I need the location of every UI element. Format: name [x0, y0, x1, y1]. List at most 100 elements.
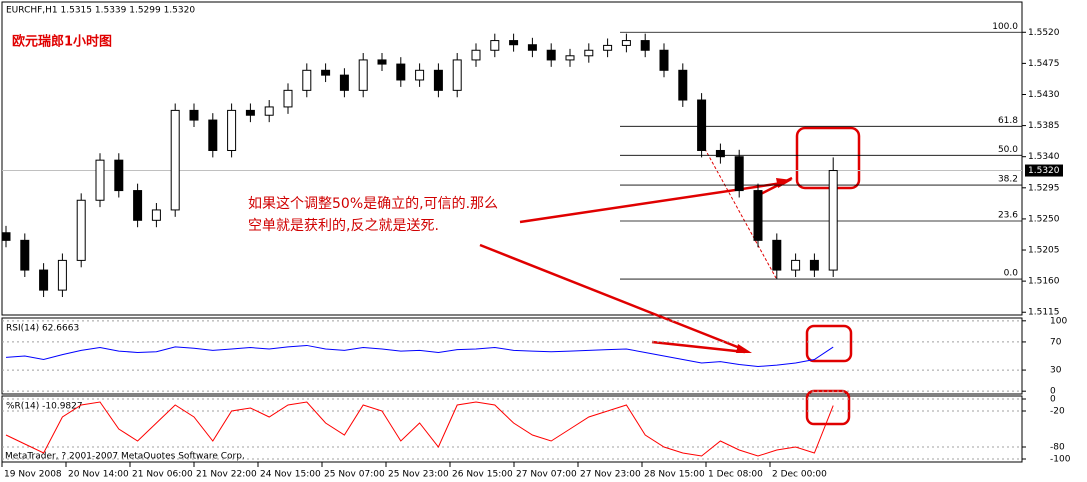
candle-body	[603, 44, 613, 51]
candle-body	[321, 69, 331, 76]
candle-body	[76, 199, 86, 261]
y-tick-label: -100	[1050, 455, 1071, 465]
candle-body	[809, 259, 819, 271]
candle-body	[527, 44, 537, 51]
x-tick-label: 28 Nov 15:00	[644, 470, 705, 480]
x-tick-label: 1 Dec 08:00	[708, 470, 763, 480]
candle-body	[415, 69, 425, 81]
candle-body	[227, 109, 237, 151]
candle-body	[95, 159, 105, 201]
candle-body	[452, 59, 462, 91]
candle-body	[471, 49, 481, 61]
candle-body	[753, 190, 763, 241]
highlight-box	[805, 324, 853, 363]
candle-body	[208, 119, 218, 151]
candle-body	[189, 109, 199, 121]
rsi-panel	[1, 317, 1023, 395]
y-tick-label: 1.5520	[1028, 28, 1060, 38]
y-tick-label: 0	[1050, 395, 1056, 405]
candle-body	[509, 40, 519, 46]
x-tick-label: 24 Nov 15:00	[260, 470, 321, 480]
candle-body	[734, 156, 744, 192]
candle-body	[377, 59, 387, 65]
y-tick-label: 1.5250	[1028, 214, 1060, 224]
wpr-title: %R(14) -10.9827	[6, 402, 83, 412]
fib-label: 38.2	[998, 175, 1018, 185]
y-tick-label: -20	[1050, 407, 1065, 417]
arrow	[479, 243, 746, 352]
y-tick-label: 1.5115	[1028, 308, 1060, 318]
arrow-heads	[736, 178, 792, 353]
rsi-title: RSI(14) 62.6663	[6, 324, 79, 334]
wpr-panel	[1, 395, 1023, 463]
y-tick-label: 1.5340	[1028, 152, 1060, 162]
chart-title: 欧元瑞郎1小时图	[12, 34, 112, 50]
price-panel	[1, 1, 1023, 316]
annotation: 如果这个调整50%是确立的,可信的.那么	[248, 195, 498, 212]
candle-body	[715, 149, 725, 158]
candle-body	[640, 40, 650, 51]
candle-body	[584, 49, 594, 57]
candle-body	[302, 69, 312, 91]
candle-body	[697, 99, 707, 151]
candle-body	[791, 259, 801, 271]
x-tick-label: 26 Nov 15:00	[452, 470, 513, 480]
fib-label: 23.6	[998, 210, 1018, 220]
fib-label: 100.0	[992, 22, 1018, 32]
candle-body	[39, 269, 49, 291]
y-tick-label: 1.5160	[1028, 277, 1060, 287]
candle-body	[828, 170, 838, 271]
candle-body	[659, 49, 669, 71]
candle-body	[1, 232, 11, 241]
x-tick-label: 27 Nov 07:00	[516, 470, 577, 480]
candle-body	[264, 106, 274, 116]
highlight-box	[795, 126, 861, 190]
candle-body	[57, 259, 67, 291]
y-tick-label: 1.5205	[1028, 246, 1060, 256]
fib-label: 0.0	[1004, 269, 1019, 279]
y-tick-label: 0	[1050, 387, 1056, 397]
x-tick-label: 2 Dec 00:00	[772, 470, 827, 480]
last-price-label: 1.5320	[1028, 166, 1060, 176]
y-tick-label: 30	[1050, 366, 1062, 376]
candle-body	[621, 40, 631, 46]
candle-body	[678, 69, 688, 101]
fib-label: 50.0	[998, 145, 1018, 155]
arrow-head	[776, 178, 792, 188]
x-tick-label: 27 Nov 23:00	[580, 470, 641, 480]
candle-body	[396, 63, 406, 81]
candle-body	[133, 190, 143, 221]
y-tick-label: -80	[1050, 443, 1065, 453]
footer: MetaTrader, ? 2001-2007 MetaQuotes Softw…	[5, 452, 245, 462]
candle-body	[151, 209, 161, 221]
arrow	[651, 340, 746, 354]
x-tick-label: 21 Nov 22:00	[196, 470, 257, 480]
y-tick-label: 1.5430	[1028, 90, 1060, 100]
candle-body	[114, 159, 124, 192]
candle-body	[433, 69, 443, 91]
x-tick-label: 25 Nov 23:00	[388, 470, 449, 480]
candle-body	[358, 59, 368, 91]
indicator-line	[5, 401, 834, 457]
last-price-box	[1025, 164, 1063, 177]
candle-body	[772, 239, 782, 271]
indicator-line	[5, 344, 834, 368]
y-tick-label: 1.5475	[1028, 59, 1060, 69]
y-tick-label: 1.5295	[1028, 183, 1060, 193]
y-tick-label: 1.5385	[1028, 121, 1060, 131]
x-tick-label: 20 Nov 14:00	[68, 470, 129, 480]
candle-body	[546, 49, 556, 61]
candle-body	[170, 109, 180, 211]
candle-body	[490, 40, 500, 51]
x-tick-label: 21 Nov 06:00	[132, 470, 193, 480]
candle-body	[20, 239, 30, 271]
x-tick-label: 25 Nov 07:00	[324, 470, 385, 480]
fib-trend	[699, 139, 777, 279]
y-tick-label: 100	[1050, 316, 1067, 326]
x-tick-label: 19 Nov 2008	[4, 470, 62, 480]
annotation: 空单就是获利的,反之就是送死.	[248, 218, 439, 234]
candle-body	[283, 89, 293, 108]
y-tick-label: 70	[1050, 337, 1062, 347]
arrow-head	[736, 344, 752, 353]
